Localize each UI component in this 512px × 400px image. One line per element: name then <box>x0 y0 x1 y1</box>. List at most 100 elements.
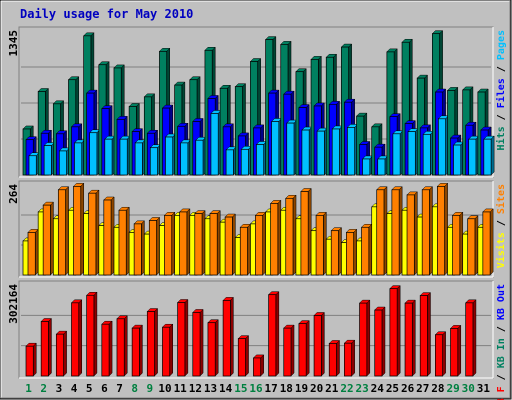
x-tick-label: 11 <box>174 382 188 395</box>
bar-kb-f-day-12 <box>192 308 204 377</box>
bar-sites-day-14 <box>224 213 236 276</box>
chart-title: Daily usage for May 2010 <box>20 7 193 21</box>
bar-sites-day-7 <box>118 206 130 276</box>
bar-pages-day-3 <box>58 147 71 176</box>
bar-sites-day-20 <box>315 211 327 276</box>
legend-entry: Pages <box>496 30 507 60</box>
x-tick-label: 25 <box>386 382 399 395</box>
x-tick-label: 8 <box>131 382 138 395</box>
bar-sites-day-31 <box>482 208 494 276</box>
x-axis-labels: 1 2 3 4 5 6 7 8 9 10 11 12 13 14 15 16 17 18 19 20 21 22 23 24 2… <box>25 382 490 395</box>
bar-sites-day-22 <box>345 228 358 276</box>
legend-separator: / <box>496 60 507 78</box>
bar-pages-day-4 <box>73 139 86 176</box>
bar-pages-day-25 <box>392 130 404 176</box>
svg-text:Hits / Files / Pages: Hits / Files / Pages <box>495 30 507 150</box>
bar-sites-day-27 <box>421 186 434 276</box>
bar-pages-day-19 <box>301 126 313 176</box>
bar-kb-f-day-14 <box>222 296 234 377</box>
bar-sites-day-29 <box>451 211 464 276</box>
x-tick-label: 10 <box>158 382 171 395</box>
y-max-label: 264 <box>7 184 20 204</box>
bar-kb-f-day-20 <box>313 311 325 377</box>
x-tick-label: 12 <box>189 382 202 395</box>
bar-kb-f-day-9 <box>146 307 159 377</box>
bar-sites-day-5 <box>88 189 100 276</box>
panel-1: 1345 Hits / Files / Pages <box>7 26 507 178</box>
x-tick-label: 23 <box>356 382 369 395</box>
bar-sites-day-15 <box>239 223 252 276</box>
legend-entry: KB Out <box>496 284 507 320</box>
bar-sites-day-8 <box>133 220 146 276</box>
bar-pages-day-21 <box>331 125 344 176</box>
bar-sites-day-11 <box>179 208 191 276</box>
x-tick-label: 26 <box>401 382 415 395</box>
bar-kb-f-day-18 <box>283 324 295 377</box>
bar-kb-f-day-11 <box>177 298 189 377</box>
bar-pages-day-8 <box>134 139 147 176</box>
bar-pages-day-31 <box>483 135 495 176</box>
legend: Hits / Files / Pages <box>495 30 507 150</box>
bar-kb-f-day-6 <box>101 320 113 377</box>
x-tick-label: 4 <box>71 382 78 395</box>
bar-sites-day-24 <box>376 186 388 276</box>
legend: KB F / KB In / KB Out <box>496 284 507 400</box>
bar-sites-day-2 <box>42 201 55 276</box>
bar-pages-day-1 <box>28 152 40 176</box>
bar-sites-day-26 <box>406 191 418 276</box>
bar-sites-day-1 <box>27 228 39 276</box>
bar-sites-day-19 <box>300 187 312 276</box>
bar-sites-day-4 <box>72 182 85 276</box>
bar-kb-f-day-15 <box>237 335 250 377</box>
bar-sites-day-28 <box>436 182 449 276</box>
bar-pages-day-27 <box>422 130 435 176</box>
x-tick-label: 19 <box>295 382 308 395</box>
x-tick-label: 1 <box>25 382 32 395</box>
y-max-label: 1345 <box>7 30 20 57</box>
bar-kb-f-day-23 <box>358 299 371 377</box>
x-tick-label: 20 <box>310 382 323 395</box>
bar-pages-day-26 <box>407 128 419 176</box>
bar-pages-day-20 <box>316 127 328 176</box>
bar-kb-f-day-3 <box>55 330 68 377</box>
bar-sites-day-30 <box>467 215 479 276</box>
x-tick-label: 24 <box>371 382 385 395</box>
bar-sites-day-6 <box>103 196 115 276</box>
bar-kb-f-day-19 <box>298 319 310 377</box>
bar-sites-day-23 <box>360 223 373 276</box>
bar-kb-f-day-5 <box>86 291 98 377</box>
bar-pages-day-17 <box>270 117 283 176</box>
bar-pages-day-10 <box>164 133 177 176</box>
bar-kb-f-day-28 <box>434 331 447 377</box>
bar-pages-day-11 <box>180 139 192 176</box>
bar-pages-day-22 <box>346 123 359 176</box>
x-tick-label: 15 <box>234 382 247 395</box>
bar-kb-f-day-30 <box>465 299 477 377</box>
x-tick-label: 13 <box>204 382 217 395</box>
bar-pages-day-7 <box>119 135 131 176</box>
bar-kb-f-day-1 <box>25 342 37 377</box>
legend-entry: Visits <box>495 232 507 268</box>
bar-kb-f-day-25 <box>389 285 401 377</box>
x-tick-label: 22 <box>340 382 353 395</box>
legend-entry: KB F <box>496 386 507 400</box>
bar-sites-day-17 <box>269 199 282 276</box>
bar-kb-f-day-24 <box>374 306 386 377</box>
bar-pages-day-12 <box>195 136 207 176</box>
bar-pages-day-14 <box>225 146 237 176</box>
x-tick-label: 3 <box>56 382 63 395</box>
bar-pages-day-30 <box>468 135 480 176</box>
legend-entry: Hits <box>495 126 507 150</box>
bar-pages-day-5 <box>89 129 101 176</box>
x-tick-label: 21 <box>325 382 339 395</box>
bar-sites-day-9 <box>148 216 161 276</box>
svg-text:Visits / Sites: Visits / Sites <box>495 184 507 268</box>
bar-sites-day-18 <box>285 194 297 276</box>
x-tick-label: 28 <box>431 382 444 395</box>
bar-sites-day-12 <box>194 210 206 276</box>
x-tick-label: 27 <box>416 382 429 395</box>
x-tick-label: 14 <box>219 382 233 395</box>
bar-kb-f-day-26 <box>404 299 416 377</box>
